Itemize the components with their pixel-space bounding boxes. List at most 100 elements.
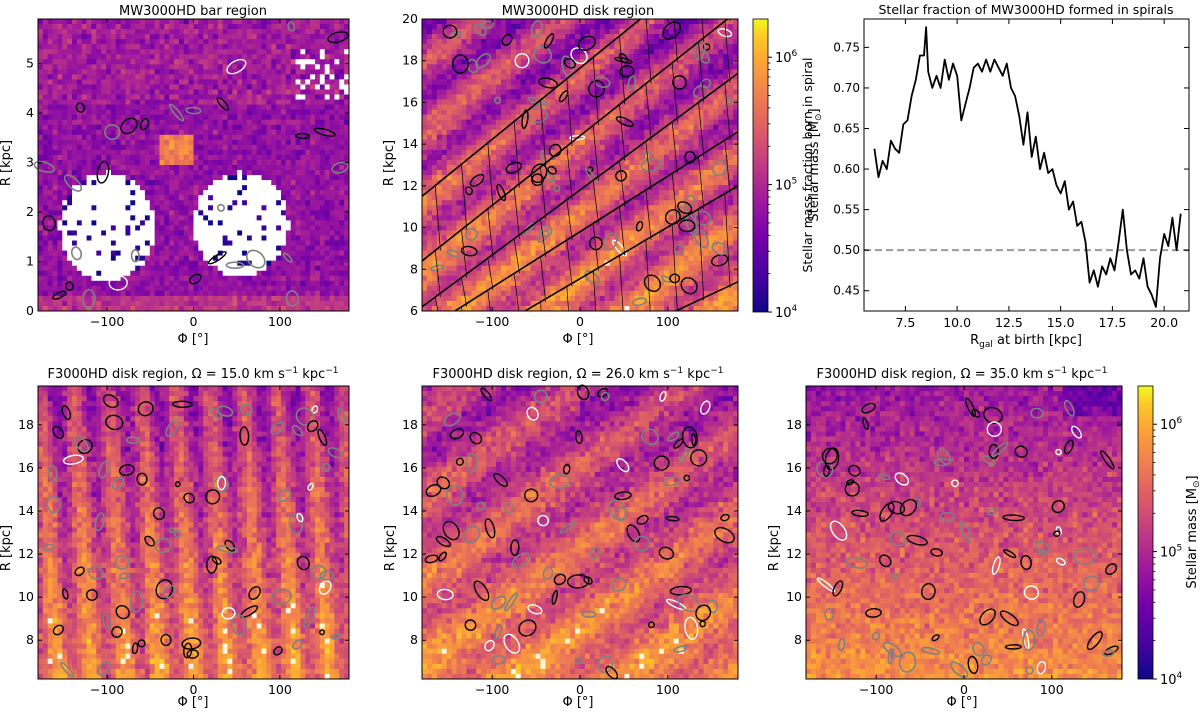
heatmap-cell	[72, 54, 78, 60]
heatmap-cell	[106, 205, 112, 211]
heatmap-cell	[515, 44, 522, 50]
heatmap-cell	[703, 109, 709, 116]
heatmap-cell	[246, 230, 253, 236]
heatmap-cell	[451, 39, 457, 45]
heatmap-cell	[115, 69, 122, 75]
heatmap-cell	[310, 240, 316, 246]
heatmap-cell	[431, 59, 438, 65]
heatmap-cell	[446, 39, 453, 45]
heatmap-cell	[426, 79, 433, 85]
heatmap-cell	[183, 59, 190, 65]
heatmap-cell	[431, 114, 438, 121]
heatmap-cell	[280, 265, 287, 272]
heatmap-cell	[505, 69, 512, 75]
heatmap-cell	[609, 69, 615, 75]
heatmap-cell	[222, 84, 228, 90]
heatmap-cell	[619, 34, 625, 40]
heatmap-cell	[285, 225, 292, 231]
heatmap-cell	[217, 175, 224, 181]
heatmap-cell	[649, 94, 655, 100]
heatmap-cell	[222, 104, 228, 111]
heatmap-cell	[520, 79, 527, 85]
heatmap-cell	[314, 34, 321, 40]
heatmap-cell	[560, 29, 566, 35]
heatmap-cell	[242, 290, 248, 297]
heatmap-cell	[42, 84, 49, 90]
heatmap-cell	[314, 300, 321, 307]
heatmap-cell	[491, 54, 497, 60]
heatmap-cell	[683, 59, 690, 65]
heatmap-cell	[285, 220, 292, 226]
heatmap-cell	[72, 280, 78, 287]
heatmap-cell	[324, 44, 330, 50]
heatmap-cell	[344, 39, 350, 45]
heatmap-cell	[154, 245, 160, 251]
heatmap-cell	[708, 74, 714, 80]
heatmap-cell	[713, 84, 719, 90]
heatmap-cell	[329, 300, 335, 307]
heatmap-cell	[81, 205, 87, 211]
heatmap-cell	[604, 99, 611, 105]
heatmap-cell	[130, 84, 136, 90]
heatmap-cell	[266, 185, 272, 191]
heatmap-cell	[101, 265, 107, 272]
heatmap-cell	[594, 24, 601, 30]
heatmap-cell	[144, 129, 151, 136]
heatmap-cell	[198, 129, 204, 136]
heatmap-cell	[86, 134, 92, 141]
heatmap-cell	[486, 94, 492, 100]
heatmap-cell	[604, 39, 611, 45]
heatmap-cell	[57, 225, 63, 231]
heatmap-cell	[38, 84, 44, 90]
heatmap-cell	[271, 275, 277, 282]
heatmap-cell	[154, 154, 160, 161]
heatmap-cell	[334, 129, 340, 136]
heatmap-cell	[251, 144, 258, 151]
heatmap-cell	[125, 149, 131, 156]
heatmap-cell	[251, 305, 258, 312]
heatmap-cell	[91, 200, 97, 206]
heatmap-cell	[261, 129, 267, 136]
heatmap-cell	[101, 39, 107, 45]
heatmap-cell	[203, 84, 209, 90]
heatmap-cell	[188, 300, 194, 307]
heatmap-cell	[324, 154, 330, 161]
heatmap-cell	[570, 84, 576, 90]
heatmap-cell	[242, 255, 248, 262]
heatmap-cell	[431, 99, 438, 105]
heatmap-cell	[203, 255, 209, 262]
heatmap-cell	[604, 54, 611, 60]
heatmap-cell	[256, 159, 262, 166]
heatmap-cell	[198, 94, 204, 100]
heatmap-cell	[47, 134, 53, 141]
heatmap-cell	[169, 195, 175, 201]
heatmap-cell	[115, 44, 122, 50]
heatmap-cell	[164, 215, 170, 221]
heatmap-cell	[227, 139, 233, 146]
heatmap-cell	[57, 165, 63, 171]
heatmap-cell	[149, 59, 156, 65]
heatmap-cell	[310, 165, 316, 171]
heatmap-cell	[110, 165, 117, 171]
heatmap-cell	[339, 79, 345, 85]
heatmap-cell	[72, 260, 78, 267]
heatmap-cell	[285, 180, 292, 186]
heatmap-cell	[67, 119, 73, 126]
heatmap-cell	[96, 49, 102, 55]
y-tick-label: 4	[26, 105, 34, 120]
heatmap-cell	[242, 235, 248, 241]
heatmap-cell	[733, 59, 739, 65]
heatmap-cell	[698, 24, 704, 30]
heatmap-cell	[86, 260, 92, 267]
heatmap-cell	[634, 24, 640, 30]
heatmap-cell	[708, 94, 714, 100]
heatmap-cell	[154, 144, 160, 151]
heatmap-cell	[310, 74, 316, 80]
heatmap-cell	[96, 129, 102, 136]
heatmap-cell	[52, 195, 58, 201]
heatmap-cell	[76, 300, 83, 307]
heatmap-cell	[251, 240, 258, 246]
heatmap-cell	[57, 84, 63, 90]
heatmap-cell	[106, 220, 112, 226]
heatmap-cell	[178, 19, 185, 25]
